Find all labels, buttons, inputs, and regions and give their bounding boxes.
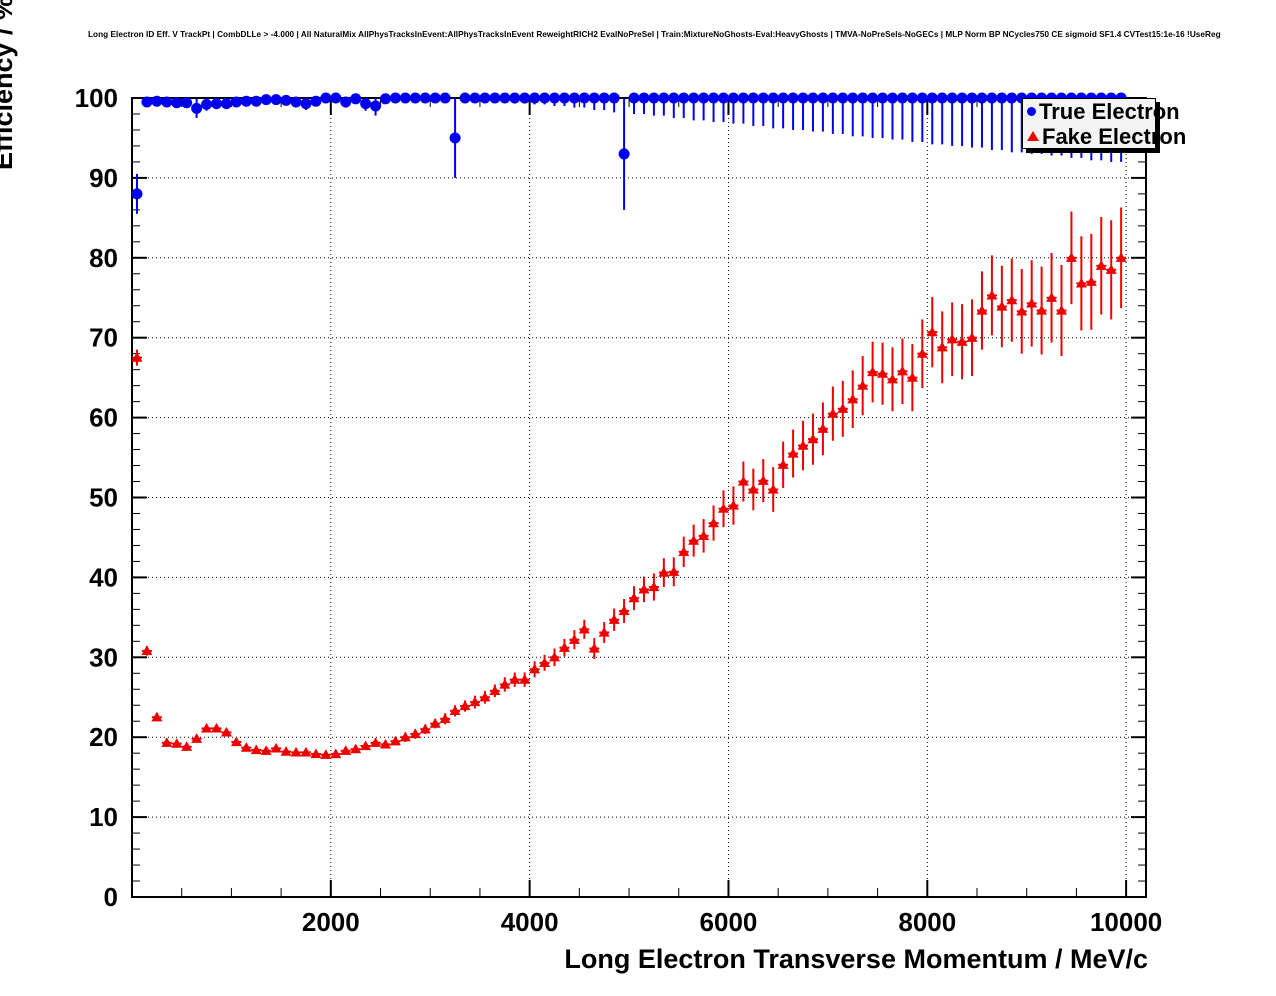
legend-label-fake-electron: Fake Electron — [1042, 123, 1187, 149]
axis-tick-labels: 0 10 20 30 40 50 60 70 80 90 100 2000 4000 6000 8000 10… — [75, 83, 1163, 937]
svg-text:50: 50 — [89, 483, 118, 513]
x-axis-title: Long Electron Transverse Momentum / MeV/… — [564, 944, 1148, 974]
svg-text:100: 100 — [75, 83, 118, 113]
svg-text:0: 0 — [104, 882, 118, 912]
triangle-marker-icon — [1027, 128, 1039, 146]
legend: True Electron Fake Electron — [1022, 98, 1186, 149]
y-axis-title: Efficiency / % — [0, 0, 18, 170]
legend-item-true-electron: True Electron — [1023, 99, 1180, 124]
svg-text:10000: 10000 — [1090, 907, 1162, 937]
grid-layer — [132, 97, 1146, 897]
legend-label-true-electron: True Electron — [1039, 98, 1180, 124]
svg-text:30: 30 — [89, 642, 118, 672]
svg-text:90: 90 — [89, 163, 118, 193]
svg-text:60: 60 — [89, 403, 118, 433]
svg-text:20: 20 — [89, 722, 118, 752]
svg-text:40: 40 — [89, 562, 118, 592]
svg-text:4000: 4000 — [501, 907, 559, 937]
svg-text:10: 10 — [89, 802, 118, 832]
svg-text:80: 80 — [89, 243, 118, 273]
circle-marker-icon — [1027, 103, 1036, 121]
svg-text:70: 70 — [89, 323, 118, 353]
plot-title: Long Electron ID Eff. V TrackPt | CombDL… — [88, 30, 1221, 39]
svg-text:2000: 2000 — [302, 907, 360, 937]
series-true-electron — [131, 92, 1127, 214]
series-fake-electron — [131, 207, 1127, 759]
legend-item-fake-electron: Fake Electron — [1023, 124, 1186, 149]
svg-text:8000: 8000 — [898, 907, 956, 937]
svg-text:6000: 6000 — [700, 907, 758, 937]
